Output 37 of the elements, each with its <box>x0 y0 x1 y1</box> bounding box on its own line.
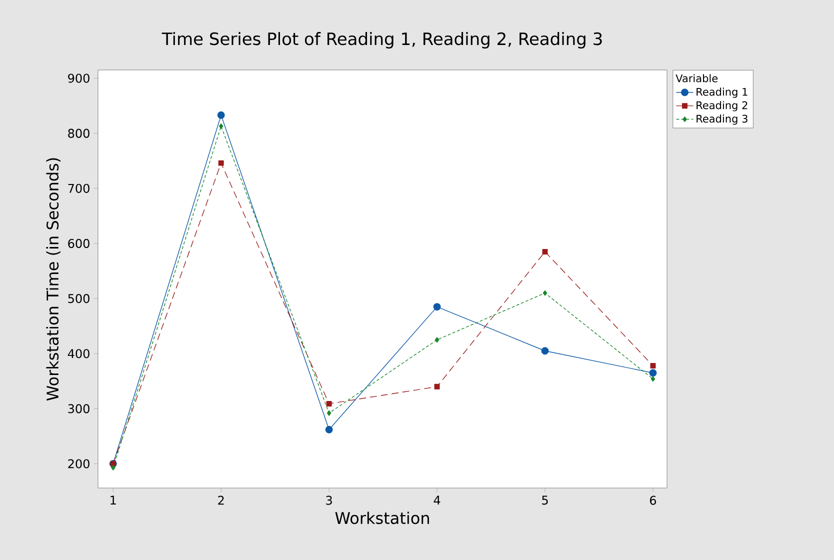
y-tick-label: 900 <box>68 74 90 83</box>
legend-label: Reading 3 <box>696 114 748 125</box>
x-tick-label: 3 <box>326 496 332 505</box>
point <box>650 362 656 368</box>
point <box>433 303 441 311</box>
y-tick-label: 400 <box>68 349 90 358</box>
point <box>326 401 332 406</box>
point <box>218 160 224 166</box>
y-tick-label: 200 <box>68 459 90 468</box>
point <box>217 111 225 119</box>
legend-title: Variable <box>676 74 718 82</box>
legend-label: Reading 2 <box>696 101 748 112</box>
y-tick-label: 300 <box>68 404 90 414</box>
x-tick-label: 4 <box>434 496 440 505</box>
y-tick-label: 500 <box>68 294 90 304</box>
point <box>434 337 440 343</box>
point <box>326 410 332 416</box>
y-axis-title: Workstation Time (in Seconds) <box>46 158 60 401</box>
legend-label: Reading 1 <box>696 88 748 98</box>
x-axis-title: Workstation <box>335 512 429 524</box>
x-tick-label: 5 <box>542 496 548 505</box>
point <box>541 347 549 355</box>
y-tick-label: 800 <box>68 128 90 138</box>
point <box>110 464 116 470</box>
point <box>325 426 333 434</box>
point <box>542 248 548 254</box>
y-tick-label: 600 <box>68 238 90 248</box>
chart-title: Time Series Plot of Reading 1, Reading 2, Reading 3 <box>162 32 602 48</box>
point <box>434 384 440 390</box>
x-tick-label: 2 <box>218 496 224 505</box>
x-tick-label: 6 <box>650 496 656 505</box>
point <box>218 123 224 129</box>
point <box>649 369 657 377</box>
y-tick-label: 700 <box>68 184 90 193</box>
point <box>650 376 656 382</box>
point <box>542 290 548 296</box>
x-tick-label: 1 <box>110 496 116 505</box>
